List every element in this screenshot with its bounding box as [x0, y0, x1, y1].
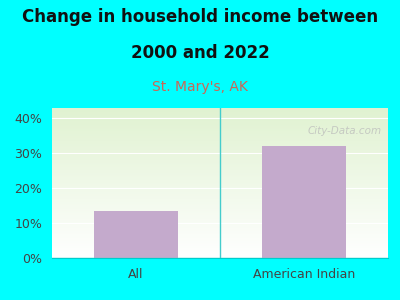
- Bar: [262, 146, 346, 258]
- Text: St. Mary's, AK: St. Mary's, AK: [152, 80, 248, 94]
- Text: Change in household income between: Change in household income between: [22, 8, 378, 26]
- Text: 2000 and 2022: 2000 and 2022: [131, 44, 269, 62]
- Text: City-Data.com: City-Data.com: [307, 126, 381, 136]
- Bar: [94, 211, 178, 258]
